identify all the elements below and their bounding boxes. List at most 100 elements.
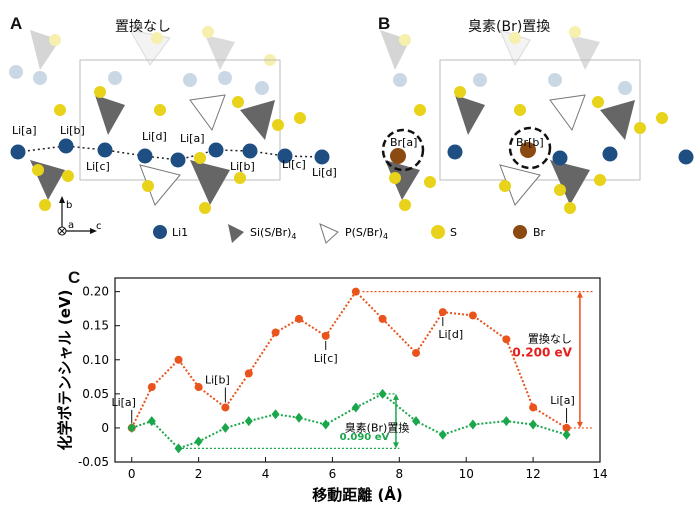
s-atom xyxy=(399,199,411,211)
li-atom xyxy=(208,142,224,158)
p-tetrahedron xyxy=(549,94,586,132)
faded-tetrahedron xyxy=(380,30,410,70)
si-tetrahedron xyxy=(190,160,230,205)
y-tick-label: 0.15 xyxy=(82,319,109,333)
crystal-structure-figure: Li[a] Li[b] Li[c] Li[d] Li[a] Li[b] Li[c… xyxy=(9,26,694,244)
s-atom xyxy=(62,170,74,182)
data-point-no-substitution xyxy=(147,383,156,392)
li-atom xyxy=(314,149,330,165)
panel-a-structure: Li[a] Li[b] Li[c] Li[d] Li[a] Li[b] Li[c… xyxy=(9,26,337,214)
faded-li-atom xyxy=(183,73,197,87)
s-atom xyxy=(389,172,401,184)
faded-s-atom xyxy=(509,32,521,44)
data-point-br-substitution xyxy=(502,416,511,427)
x-tick-label: 10 xyxy=(459,467,474,481)
data-point-no-substitution xyxy=(438,308,447,317)
data-point-no-substitution xyxy=(562,423,571,432)
s-atom xyxy=(424,176,436,188)
unit-cell xyxy=(439,59,641,181)
faded-li-atom xyxy=(9,65,23,79)
faded-li-atom xyxy=(393,73,407,87)
s-atom xyxy=(272,119,284,131)
faded-s-atom xyxy=(202,26,214,38)
y-tick-label: 0.20 xyxy=(82,285,109,299)
faded-li-atom xyxy=(473,73,487,87)
s-atom xyxy=(234,172,246,184)
faded-s-atom xyxy=(399,34,411,46)
li-atom xyxy=(97,142,113,158)
data-point-no-substitution xyxy=(244,369,253,378)
y-tick-label: 0 xyxy=(101,421,109,435)
barrier-value-no-substitution: 0.200 eV xyxy=(512,345,572,359)
p-tetrahedron xyxy=(189,94,226,132)
x-tick-label: 14 xyxy=(592,467,607,481)
data-point-no-substitution xyxy=(351,287,360,296)
x-tick-label: 6 xyxy=(329,467,337,481)
s-atom xyxy=(414,104,426,116)
si-tetrahedron xyxy=(600,100,635,140)
faded-s-atom xyxy=(569,26,581,38)
s-atom xyxy=(592,96,604,108)
structure-legend: Li1 Si(S/Br)4 P(S/Br)4 S Br xyxy=(153,223,546,244)
data-point-br-substitution xyxy=(127,422,136,433)
s-atom xyxy=(594,174,606,186)
li-atom xyxy=(58,138,74,154)
y-tick-label: 0.10 xyxy=(82,353,109,367)
s-legend-marker xyxy=(431,225,445,239)
faded-s-atom xyxy=(151,32,163,44)
li-legend-label: Li1 xyxy=(172,226,188,239)
panel-b-structure: Br[a] Br[b] xyxy=(380,26,694,214)
data-point-no-substitution xyxy=(174,355,183,364)
data-point-br-substitution xyxy=(468,419,477,430)
si-tetrahedron xyxy=(240,100,275,140)
faded-li-atom xyxy=(548,73,562,87)
li-atom xyxy=(170,152,186,168)
x-tick-label: 4 xyxy=(262,467,270,481)
arrowhead xyxy=(392,393,399,400)
si-tetrahedron xyxy=(550,160,590,205)
data-point-no-substitution xyxy=(412,348,421,357)
faded-li-atom xyxy=(108,71,122,85)
si-legend-marker xyxy=(228,224,244,243)
si-tetrahedron xyxy=(385,160,420,200)
br-atom xyxy=(520,142,536,158)
data-point-no-substitution xyxy=(502,335,511,344)
data-point-no-substitution xyxy=(378,314,387,323)
data-point-br-substitution xyxy=(271,409,280,420)
x-tick-label: 2 xyxy=(195,467,203,481)
x-tick-label: 0 xyxy=(128,467,136,481)
data-point-br-substitution xyxy=(174,443,183,454)
br-legend-marker xyxy=(513,225,527,239)
faded-s-atom xyxy=(49,34,61,46)
si-tetrahedron xyxy=(95,95,125,135)
arrowhead xyxy=(392,442,399,449)
chart-series xyxy=(127,287,571,454)
data-point-br-substitution xyxy=(438,429,447,440)
arrowhead xyxy=(576,421,583,428)
br-atom xyxy=(390,148,406,164)
br-site-highlight xyxy=(381,128,425,172)
data-point-no-substitution xyxy=(529,403,538,412)
data-point-br-substitution xyxy=(378,388,387,399)
li-atom xyxy=(602,146,618,162)
energy-profile-chart: 0 2 4 6 8 10 12 14 -0.05 0 0.05 0.10 0.15 0.20 移動距離 (Å… xyxy=(56,277,608,504)
s-atom xyxy=(199,202,211,214)
si-tetrahedron xyxy=(455,95,485,135)
panel-b-title: 臭素(Br)置換 xyxy=(468,19,551,35)
data-point-br-substitution xyxy=(562,429,571,440)
li-label: Li[b] xyxy=(230,160,255,173)
s-atom xyxy=(194,152,206,164)
y-tick-label: 0.05 xyxy=(82,387,109,401)
faded-tetrahedron xyxy=(129,29,171,66)
li-label: Li[d] xyxy=(142,130,167,143)
s-atom xyxy=(94,86,106,98)
data-point-br-substitution xyxy=(412,416,421,427)
panel-b-letter: B xyxy=(378,14,391,33)
barrier-label-br-substitution: 臭素(Br)置換 xyxy=(345,420,410,434)
faded-li-atom xyxy=(33,71,47,85)
s-atom xyxy=(154,104,166,116)
x-tick-label: 12 xyxy=(525,467,540,481)
si-legend-label: Si(S/Br)4 xyxy=(250,226,296,241)
li-atom xyxy=(277,148,293,164)
